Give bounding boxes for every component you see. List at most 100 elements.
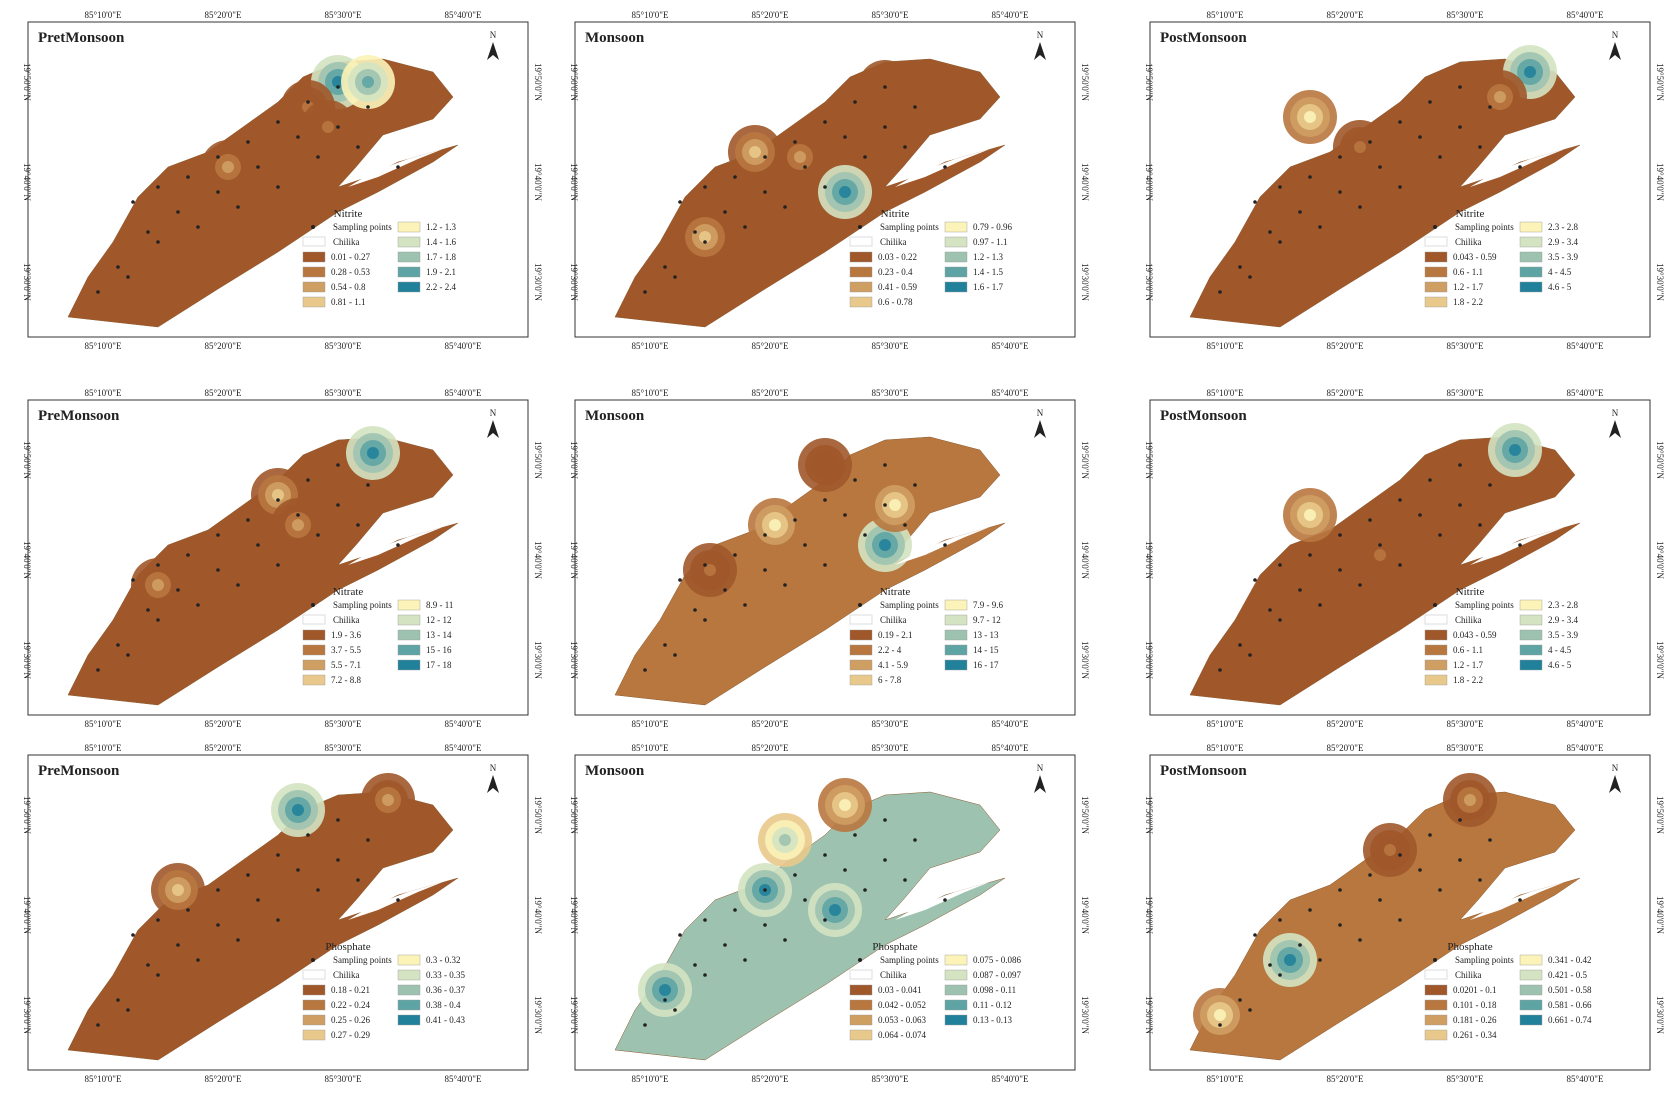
sampling-point <box>1338 568 1342 572</box>
sampling-point <box>853 478 857 482</box>
legend-label: 3.5 - 3.9 <box>1548 630 1578 640</box>
sampling-point <box>1398 120 1402 124</box>
sampling-point <box>126 275 130 279</box>
sampling-point <box>156 563 160 567</box>
sampling-point <box>131 933 135 937</box>
legend-swatch <box>1519 954 1543 966</box>
legend-swatch <box>1519 266 1543 278</box>
longitude-label: 85°20'0"E <box>205 341 242 351</box>
panel-title: Monsoon <box>585 30 645 46</box>
legend-label: 0.41 - 0.59 <box>878 282 917 292</box>
sampling-point <box>1438 888 1442 892</box>
contour-zone <box>292 519 304 531</box>
channel-gap <box>895 149 990 187</box>
sampling-point <box>1458 463 1462 467</box>
latitude-label: 19°30'0"N <box>533 641 543 679</box>
legend-label: Chilika <box>1455 237 1482 247</box>
legend-swatch <box>849 659 873 671</box>
sampling-point <box>186 908 190 912</box>
lagoon-map <box>67 55 459 328</box>
longitude-label: 85°30'0"E <box>872 388 909 398</box>
latitude-label: 19°30'0"N <box>22 641 32 679</box>
sampling-point <box>763 923 767 927</box>
latitude-label: 19°30'0"N <box>1144 263 1154 301</box>
legend-label: 1.9 - 2.1 <box>426 267 456 277</box>
legend-label: 0.25 - 0.26 <box>331 1015 370 1025</box>
legend-swatch <box>849 266 873 278</box>
sampling-point <box>1308 908 1312 912</box>
sampling-point <box>1368 140 1372 144</box>
legend-swatch <box>944 629 968 641</box>
sampling-point <box>913 838 917 842</box>
legend-label: 0.181 - 0.26 <box>1453 1015 1497 1025</box>
legend-swatch <box>302 629 326 641</box>
legend-label: 1.9 - 3.6 <box>331 630 361 640</box>
legend-label: 4.1 - 5.9 <box>878 660 908 670</box>
sampling-point <box>216 533 220 537</box>
sampling-point <box>883 858 887 862</box>
sampling-point <box>853 100 857 104</box>
latitude-label: 19°40'0"N <box>569 541 579 579</box>
sampling-point <box>1488 105 1492 109</box>
legend-label: 9.7 - 12 <box>973 615 1001 625</box>
latitude-label: 19°50'0"N <box>533 796 543 834</box>
legend-swatch <box>944 614 968 626</box>
longitude-label: 85°30'0"E <box>325 1074 362 1084</box>
sampling-point <box>1358 938 1362 942</box>
legend-swatch <box>302 659 326 671</box>
legend-title: Nitrite <box>881 208 910 220</box>
legend-swatch <box>302 1029 326 1041</box>
sampling-point <box>643 668 647 672</box>
legend-label: 0.064 - 0.074 <box>878 1030 926 1040</box>
sampling-point <box>1268 230 1272 234</box>
sampling-point <box>1428 478 1432 482</box>
legend-swatch <box>849 296 873 308</box>
sampling-point <box>276 498 280 502</box>
legend-swatch <box>1519 659 1543 671</box>
sampling-point <box>943 898 947 902</box>
latitude-label: 19°50'0"N <box>22 441 32 479</box>
sampling-point <box>1338 155 1342 159</box>
longitude-label: 85°40'0"E <box>1567 341 1604 351</box>
sampling-point <box>196 958 200 962</box>
sampling-point <box>663 265 667 269</box>
map-panel: PostMonsoon N 85°10'0"E 85°10'0"E 85°20'0"E 8… <box>1144 10 1665 351</box>
sampling-point <box>366 105 370 109</box>
panel-title: PretMonsoon <box>38 30 125 46</box>
legend-label: 0.33 - 0.35 <box>426 970 465 980</box>
legend-swatch <box>1519 236 1543 248</box>
sampling-point <box>356 878 360 882</box>
sampling-point <box>316 155 320 159</box>
legend-swatch <box>302 266 326 278</box>
legend-label: 0.27 - 0.29 <box>331 1030 370 1040</box>
legend-point <box>858 603 862 607</box>
longitude-label: 85°30'0"E <box>1447 1074 1484 1084</box>
legend-swatch <box>1424 251 1448 263</box>
legend-label: Chilika <box>1455 970 1482 980</box>
sampling-point <box>763 533 767 537</box>
legend-point <box>311 603 315 607</box>
legend-label: 0.13 - 0.13 <box>973 1015 1012 1025</box>
longitude-label: 85°20'0"E <box>752 719 789 729</box>
sampling-point <box>276 185 280 189</box>
sampling-point <box>723 588 727 592</box>
contour-zone <box>794 151 806 163</box>
sampling-point <box>236 205 240 209</box>
latitude-label: 19°40'0"N <box>1655 896 1665 934</box>
legend-swatch <box>1519 1014 1543 1026</box>
legend-label: 0.54 - 0.8 <box>331 282 366 292</box>
contour-zone <box>1284 954 1296 966</box>
legend-label: Sampling points <box>333 600 392 610</box>
legend-label: 1.7 - 1.8 <box>426 252 456 262</box>
latitude-label: 19°50'0"N <box>533 441 543 479</box>
north-label: N <box>1037 30 1044 40</box>
longitude-label: 85°10'0"E <box>632 388 669 398</box>
legend-label: 0.6 - 1.1 <box>1453 267 1483 277</box>
longitude-label: 85°20'0"E <box>205 388 242 398</box>
sampling-point <box>116 643 120 647</box>
legend-label: Sampling points <box>880 222 939 232</box>
latitude-label: 19°50'0"N <box>1144 63 1154 101</box>
latitude-label: 19°50'0"N <box>1655 63 1665 101</box>
panel-title: PostMonsoon <box>1160 30 1247 46</box>
legend-label: 12 - 12 <box>426 615 452 625</box>
